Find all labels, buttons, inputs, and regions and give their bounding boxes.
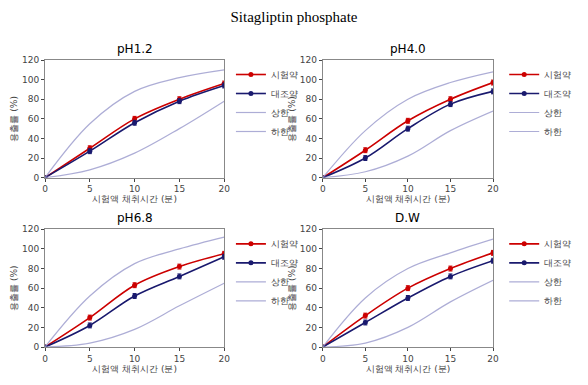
- svg-text:상한: 상한: [271, 277, 289, 287]
- svg-text:하한: 하한: [544, 296, 562, 306]
- svg-text:0: 0: [33, 342, 39, 352]
- svg-text:하한: 하한: [544, 127, 562, 137]
- svg-text:40: 40: [306, 303, 318, 313]
- svg-text:시험액 채취시간 (분): 시험액 채취시간 (분): [366, 364, 451, 374]
- svg-text:100: 100: [22, 75, 39, 85]
- svg-text:100: 100: [22, 244, 39, 254]
- svg-text:시험약: 시험약: [544, 239, 571, 249]
- svg-text:하한: 하한: [271, 127, 289, 137]
- svg-text:20: 20: [487, 184, 499, 194]
- svg-text:시험액 채취시간 (분): 시험액 채취시간 (분): [366, 194, 451, 204]
- svg-text:용출률 (%): 용출률 (%): [287, 265, 297, 310]
- svg-text:pH4.0: pH4.0: [390, 42, 426, 56]
- svg-text:시험약: 시험약: [544, 70, 571, 80]
- svg-text:5: 5: [87, 184, 93, 194]
- svg-text:용출률 (%): 용출률 (%): [9, 265, 19, 310]
- svg-text:Sitagliptin phosphate: Sitagliptin phosphate: [230, 9, 357, 25]
- svg-text:15: 15: [174, 184, 185, 194]
- svg-text:0: 0: [42, 184, 48, 194]
- svg-text:하한: 하한: [271, 296, 289, 306]
- svg-text:60: 60: [28, 114, 40, 124]
- svg-text:120: 120: [22, 55, 39, 65]
- svg-text:10: 10: [129, 184, 141, 194]
- svg-text:40: 40: [306, 134, 318, 144]
- svg-text:대조약: 대조약: [271, 258, 298, 268]
- svg-text:대조약: 대조약: [544, 258, 571, 268]
- svg-text:용출률 (%): 용출률 (%): [9, 96, 19, 141]
- svg-text:15: 15: [174, 354, 185, 364]
- svg-text:20: 20: [487, 354, 499, 364]
- svg-text:10: 10: [402, 354, 414, 364]
- svg-text:20: 20: [218, 184, 230, 194]
- svg-text:15: 15: [445, 354, 456, 364]
- svg-text:40: 40: [28, 303, 40, 313]
- svg-text:0: 0: [320, 184, 326, 194]
- svg-text:20: 20: [306, 323, 318, 333]
- svg-text:대조약: 대조약: [271, 89, 298, 99]
- svg-text:60: 60: [306, 283, 318, 293]
- svg-text:10: 10: [402, 184, 414, 194]
- svg-text:80: 80: [28, 94, 40, 104]
- svg-text:20: 20: [218, 354, 230, 364]
- svg-text:5: 5: [362, 184, 368, 194]
- svg-text:100: 100: [300, 75, 317, 85]
- svg-text:120: 120: [300, 55, 317, 65]
- svg-text:10: 10: [129, 354, 141, 364]
- svg-text:시험액 채취시간 (분): 시험액 채취시간 (분): [92, 194, 177, 204]
- svg-text:5: 5: [362, 354, 368, 364]
- svg-text:80: 80: [28, 264, 40, 274]
- svg-text:0: 0: [42, 354, 48, 364]
- svg-text:상한: 상한: [271, 108, 289, 118]
- svg-text:pH1.2: pH1.2: [117, 42, 153, 56]
- svg-text:60: 60: [28, 283, 40, 293]
- svg-text:60: 60: [306, 114, 318, 124]
- svg-text:대조약: 대조약: [544, 89, 571, 99]
- svg-text:20: 20: [28, 323, 40, 333]
- svg-text:용출률 (%): 용출률 (%): [287, 96, 297, 141]
- svg-text:시험액 채취시간 (분): 시험액 채취시간 (분): [92, 364, 177, 374]
- svg-text:120: 120: [22, 224, 39, 234]
- svg-text:D.W: D.W: [395, 211, 420, 225]
- svg-text:80: 80: [306, 264, 318, 274]
- svg-text:100: 100: [300, 244, 317, 254]
- svg-text:시험약: 시험약: [271, 239, 298, 249]
- svg-text:80: 80: [306, 94, 318, 104]
- svg-text:0: 0: [311, 173, 317, 183]
- svg-text:상한: 상한: [544, 108, 562, 118]
- svg-text:0: 0: [33, 173, 39, 183]
- svg-text:상한: 상한: [544, 277, 562, 287]
- svg-text:0: 0: [311, 342, 317, 352]
- svg-text:20: 20: [28, 153, 40, 163]
- svg-text:120: 120: [300, 224, 317, 234]
- svg-text:0: 0: [320, 354, 326, 364]
- svg-text:5: 5: [87, 354, 93, 364]
- svg-text:20: 20: [306, 153, 318, 163]
- svg-text:시험약: 시험약: [271, 70, 298, 80]
- svg-text:pH6.8: pH6.8: [117, 211, 153, 225]
- svg-text:40: 40: [28, 134, 40, 144]
- svg-text:15: 15: [445, 184, 456, 194]
